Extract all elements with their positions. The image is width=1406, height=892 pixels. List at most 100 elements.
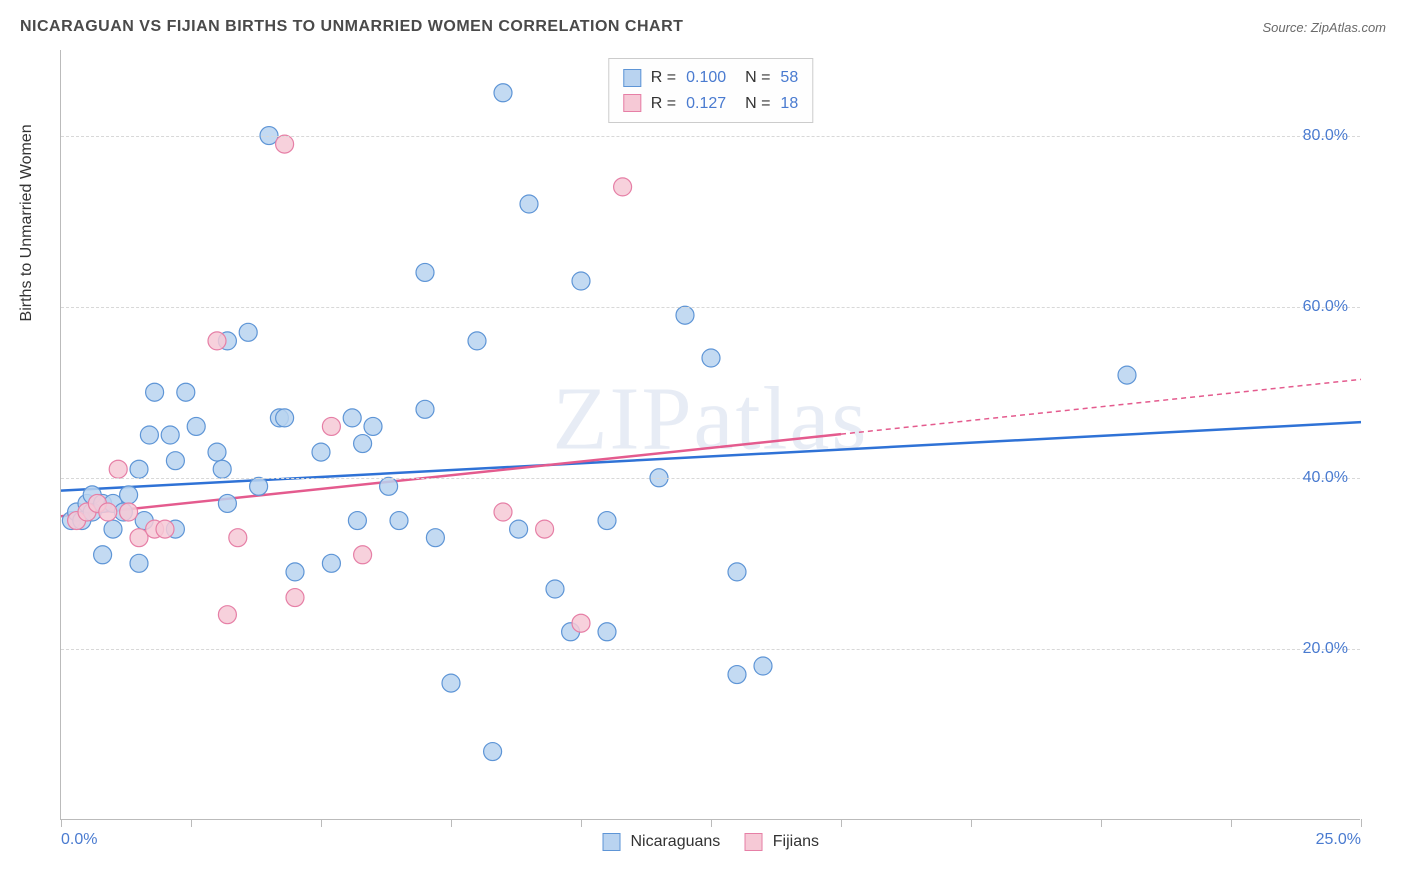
stats-n-nicaraguans: 58 bbox=[780, 65, 798, 91]
data-point bbox=[510, 520, 528, 538]
data-point bbox=[99, 503, 117, 521]
data-point bbox=[208, 443, 226, 461]
gridline bbox=[61, 307, 1360, 308]
ytick-label: 60.0% bbox=[1303, 298, 1348, 316]
data-point bbox=[598, 623, 616, 641]
xtick bbox=[1231, 819, 1232, 827]
data-point bbox=[161, 426, 179, 444]
data-point bbox=[484, 743, 502, 761]
data-point bbox=[614, 178, 632, 196]
stats-row-nicaraguans: R = 0.100 N = 58 bbox=[623, 65, 798, 91]
chart-header: NICARAGUAN VS FIJIAN BIRTHS TO UNMARRIED… bbox=[20, 18, 1386, 36]
data-point bbox=[354, 435, 372, 453]
chart-plot-area: ZIPatlas R = 0.100 N = 58 R = 0.127 N = … bbox=[60, 50, 1360, 820]
data-point bbox=[702, 349, 720, 367]
xtick bbox=[971, 819, 972, 827]
data-point bbox=[239, 323, 257, 341]
data-point bbox=[130, 554, 148, 572]
data-point bbox=[546, 580, 564, 598]
data-point bbox=[494, 503, 512, 521]
data-point bbox=[286, 563, 304, 581]
data-point bbox=[1118, 366, 1136, 384]
xtick bbox=[321, 819, 322, 827]
data-point bbox=[109, 460, 127, 478]
data-point bbox=[156, 520, 174, 538]
data-point bbox=[442, 674, 460, 692]
xtick bbox=[191, 819, 192, 827]
data-point bbox=[754, 657, 772, 675]
ytick-label: 80.0% bbox=[1303, 127, 1348, 145]
gridline bbox=[61, 649, 1360, 650]
legend-swatch-nicaraguans bbox=[602, 833, 620, 851]
chart-title: NICARAGUAN VS FIJIAN BIRTHS TO UNMARRIED… bbox=[20, 18, 683, 36]
stats-label-n: N = bbox=[736, 91, 770, 117]
data-point bbox=[354, 546, 372, 564]
data-point bbox=[520, 195, 538, 213]
data-point bbox=[598, 512, 616, 530]
scatter-svg bbox=[61, 50, 1360, 819]
data-point bbox=[140, 426, 158, 444]
data-point bbox=[250, 477, 268, 495]
stats-label-r: R = bbox=[651, 91, 676, 117]
data-point bbox=[416, 400, 434, 418]
data-point bbox=[218, 606, 236, 624]
data-point bbox=[104, 520, 122, 538]
data-point bbox=[208, 332, 226, 350]
stats-label-n: N = bbox=[736, 65, 770, 91]
xtick-label: 25.0% bbox=[1316, 831, 1361, 849]
legend-label-nicaraguans: Nicaraguans bbox=[630, 833, 720, 850]
xtick bbox=[61, 819, 62, 827]
data-point bbox=[536, 520, 554, 538]
legend-item-fijians: Fijians bbox=[744, 833, 819, 851]
data-point bbox=[572, 614, 590, 632]
data-point bbox=[728, 563, 746, 581]
data-point bbox=[213, 460, 231, 478]
ytick-label: 20.0% bbox=[1303, 640, 1348, 658]
xtick bbox=[451, 819, 452, 827]
data-point bbox=[177, 383, 195, 401]
stats-label-r: R = bbox=[651, 65, 676, 91]
y-axis-label: Births to Unmarried Women bbox=[18, 124, 36, 321]
xtick bbox=[841, 819, 842, 827]
xtick bbox=[711, 819, 712, 827]
data-point bbox=[572, 272, 590, 290]
data-point bbox=[426, 529, 444, 547]
data-point bbox=[343, 409, 361, 427]
stats-r-fijians: 0.127 bbox=[686, 91, 726, 117]
gridline bbox=[61, 478, 1360, 479]
xtick bbox=[1101, 819, 1102, 827]
data-point bbox=[218, 494, 236, 512]
data-point bbox=[276, 135, 294, 153]
data-point bbox=[364, 417, 382, 435]
data-point bbox=[728, 666, 746, 684]
stats-legend-box: R = 0.100 N = 58 R = 0.127 N = 18 bbox=[608, 58, 813, 123]
data-point bbox=[348, 512, 366, 530]
gridline bbox=[61, 136, 1360, 137]
stats-swatch-nicaraguans bbox=[623, 69, 641, 87]
legend-swatch-fijians bbox=[744, 833, 762, 851]
stats-row-fijians: R = 0.127 N = 18 bbox=[623, 91, 798, 117]
data-point bbox=[322, 554, 340, 572]
bottom-legend: Nicaraguans Fijians bbox=[602, 833, 819, 851]
data-point bbox=[276, 409, 294, 427]
data-point bbox=[416, 263, 434, 281]
data-point bbox=[286, 589, 304, 607]
data-point bbox=[312, 443, 330, 461]
legend-label-fijians: Fijians bbox=[773, 833, 819, 850]
xtick bbox=[581, 819, 582, 827]
data-point bbox=[166, 452, 184, 470]
stats-swatch-fijians bbox=[623, 94, 641, 112]
data-point bbox=[187, 417, 205, 435]
data-point bbox=[676, 306, 694, 324]
xtick bbox=[1361, 819, 1362, 827]
data-point bbox=[494, 84, 512, 102]
stats-r-nicaraguans: 0.100 bbox=[686, 65, 726, 91]
data-point bbox=[130, 460, 148, 478]
data-point bbox=[146, 383, 164, 401]
data-point bbox=[120, 486, 138, 504]
xtick-label: 0.0% bbox=[61, 831, 97, 849]
data-point bbox=[229, 529, 247, 547]
data-point bbox=[94, 546, 112, 564]
ytick-label: 40.0% bbox=[1303, 469, 1348, 487]
chart-source: Source: ZipAtlas.com bbox=[1262, 20, 1386, 35]
